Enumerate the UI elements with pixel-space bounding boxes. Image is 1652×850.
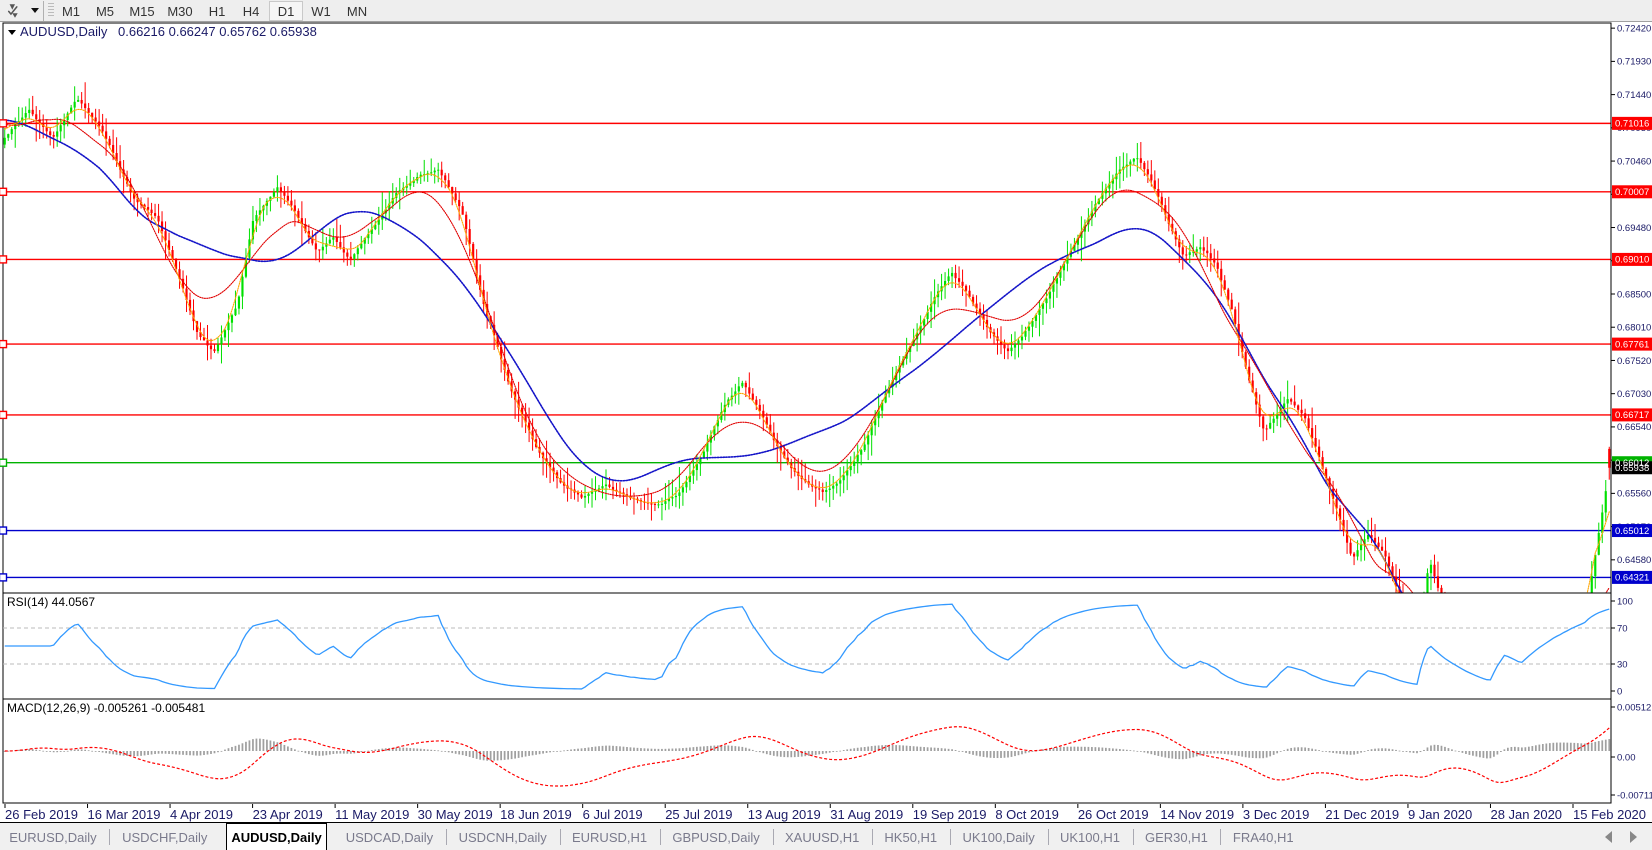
svg-text:30 May 2019: 30 May 2019 bbox=[418, 807, 493, 822]
svg-text:RSI(14) 44.0567: RSI(14) 44.0567 bbox=[7, 595, 95, 609]
svg-text:8 Oct 2019: 8 Oct 2019 bbox=[995, 807, 1059, 822]
svg-text:9 Jan 2020: 9 Jan 2020 bbox=[1408, 807, 1472, 822]
svg-text:0.64580: 0.64580 bbox=[1617, 555, 1651, 566]
svg-text:100: 100 bbox=[1617, 596, 1633, 607]
svg-text:0.66216 0.66247 0.65762 0.6593: 0.66216 0.66247 0.65762 0.65938 bbox=[118, 24, 317, 39]
svg-text:AUDUSD,Daily: AUDUSD,Daily bbox=[20, 24, 108, 39]
svg-text:0.71016: 0.71016 bbox=[1615, 119, 1649, 130]
svg-text:70: 70 bbox=[1617, 623, 1628, 634]
svg-text:0.65012: 0.65012 bbox=[1615, 526, 1649, 537]
svg-text:30: 30 bbox=[1617, 659, 1628, 670]
svg-text:0.68500: 0.68500 bbox=[1617, 289, 1651, 300]
svg-text:0.67030: 0.67030 bbox=[1617, 389, 1651, 400]
svg-text:0.70460: 0.70460 bbox=[1617, 156, 1651, 167]
svg-text:26 Oct 2019: 26 Oct 2019 bbox=[1078, 807, 1149, 822]
svg-text:28 Jan 2020: 28 Jan 2020 bbox=[1490, 807, 1562, 822]
svg-text:14 Nov 2019: 14 Nov 2019 bbox=[1160, 807, 1234, 822]
svg-text:0.00: 0.00 bbox=[1617, 752, 1636, 763]
svg-text:0.0051211: 0.0051211 bbox=[1617, 702, 1652, 713]
svg-text:11 May 2019: 11 May 2019 bbox=[335, 807, 409, 822]
svg-text:0.71440: 0.71440 bbox=[1617, 90, 1651, 101]
svg-text:MACD(12,26,9) -0.005261 -0.005: MACD(12,26,9) -0.005261 -0.005481 bbox=[7, 701, 205, 715]
svg-text:0.70007: 0.70007 bbox=[1615, 187, 1649, 198]
svg-text:3 Dec 2019: 3 Dec 2019 bbox=[1243, 807, 1310, 822]
svg-text:0.66717: 0.66717 bbox=[1615, 410, 1649, 421]
svg-text:15 Feb 2020: 15 Feb 2020 bbox=[1573, 807, 1646, 822]
svg-text:0.66540: 0.66540 bbox=[1617, 422, 1651, 433]
svg-text:0.65938: 0.65938 bbox=[1615, 463, 1649, 474]
svg-text:16 Mar 2019: 16 Mar 2019 bbox=[88, 807, 161, 822]
svg-text:0.69480: 0.69480 bbox=[1617, 223, 1651, 234]
svg-text:19 Sep 2019: 19 Sep 2019 bbox=[913, 807, 987, 822]
svg-text:21 Dec 2019: 21 Dec 2019 bbox=[1325, 807, 1399, 822]
svg-text:0.71930: 0.71930 bbox=[1617, 57, 1651, 68]
svg-text:23 Apr 2019: 23 Apr 2019 bbox=[253, 807, 323, 822]
svg-text:6 Jul 2019: 6 Jul 2019 bbox=[583, 807, 643, 822]
svg-text:31 Aug 2019: 31 Aug 2019 bbox=[830, 807, 903, 822]
svg-text:0.65560: 0.65560 bbox=[1617, 489, 1651, 500]
svg-text:-0.0071193: -0.0071193 bbox=[1617, 790, 1652, 801]
svg-text:0.67761: 0.67761 bbox=[1615, 339, 1649, 350]
svg-text:0.64321: 0.64321 bbox=[1615, 573, 1649, 584]
svg-text:26 Feb 2019: 26 Feb 2019 bbox=[5, 807, 78, 822]
svg-text:0: 0 bbox=[1617, 686, 1622, 697]
svg-text:0.68010: 0.68010 bbox=[1617, 323, 1651, 334]
svg-text:13 Aug 2019: 13 Aug 2019 bbox=[748, 807, 821, 822]
svg-text:18 Jun 2019: 18 Jun 2019 bbox=[500, 807, 572, 822]
svg-text:25 Jul 2019: 25 Jul 2019 bbox=[665, 807, 732, 822]
svg-text:0.67520: 0.67520 bbox=[1617, 356, 1651, 367]
svg-text:4 Apr 2019: 4 Apr 2019 bbox=[170, 807, 233, 822]
svg-text:0.69010: 0.69010 bbox=[1615, 255, 1649, 266]
svg-text:0.72420: 0.72420 bbox=[1617, 23, 1651, 34]
